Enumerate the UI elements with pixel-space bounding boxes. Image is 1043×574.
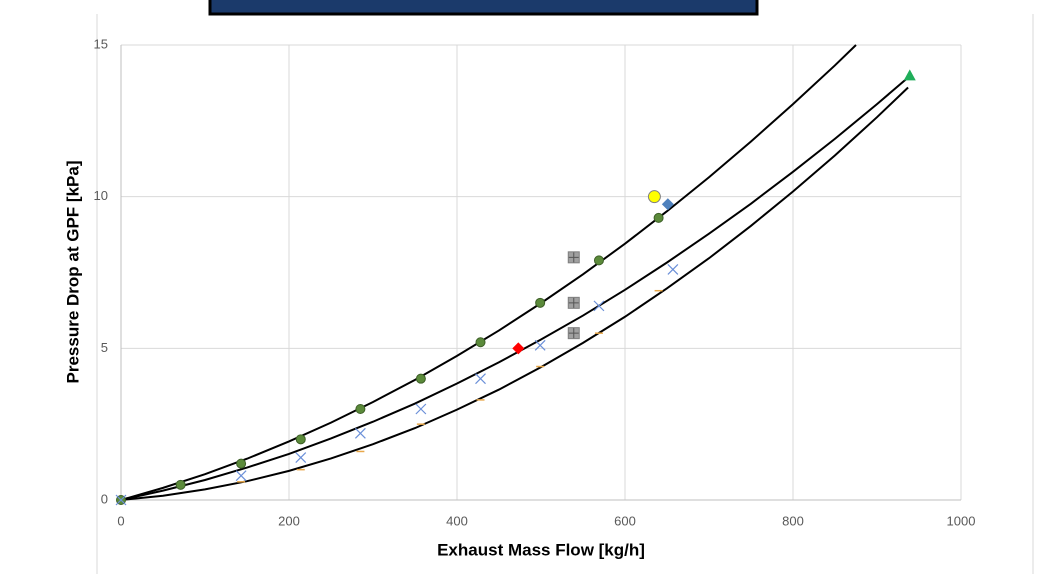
fit-curve [120, 74, 912, 501]
x-tick-label: 200 [278, 513, 300, 528]
data-point [512, 342, 525, 355]
marker-shape [568, 297, 579, 308]
marker-shape [175, 479, 186, 490]
marker-shape [354, 427, 366, 439]
marker-shape [512, 342, 525, 355]
marker-shape [534, 339, 546, 351]
x-tick-label: 1000 [947, 513, 976, 528]
marker-shape [236, 458, 247, 469]
data-point [295, 452, 307, 463]
data-point [647, 190, 661, 204]
data-point [653, 212, 664, 223]
data-point [175, 479, 186, 490]
x-tick-label: 600 [614, 513, 636, 528]
marker-shape [415, 403, 427, 415]
data-point [567, 251, 580, 264]
fit-curve [120, 86, 909, 501]
marker-shape [475, 337, 486, 348]
data-point [667, 264, 679, 275]
marker-shape [593, 300, 605, 312]
data-point [295, 434, 306, 445]
data-point [593, 300, 605, 312]
x-tick-label: 0 [117, 513, 124, 528]
y-axis-title: Pressure Drop at GPF [kPa] [63, 161, 82, 384]
data-point [354, 427, 366, 439]
marker-shape [667, 264, 679, 275]
data-point [903, 69, 916, 81]
data-point [534, 339, 546, 351]
marker-shape [235, 470, 247, 482]
data-point [535, 297, 546, 308]
data-point [235, 470, 247, 482]
x-tick-label: 400 [446, 513, 468, 528]
marker-shape [593, 255, 604, 266]
data-point [475, 337, 486, 348]
x-tick-label: 800 [782, 513, 804, 528]
data-point [567, 327, 580, 340]
y-tick-label: 15 [94, 36, 108, 51]
fit-curve [120, 44, 857, 501]
marker-shape [295, 434, 306, 445]
data-point [415, 373, 426, 384]
marker-shape [415, 373, 426, 384]
y-tick-label: 0 [101, 491, 108, 506]
data-point [115, 494, 127, 506]
data-point [236, 458, 247, 469]
y-tick-label: 5 [101, 340, 108, 355]
data-point [593, 255, 604, 266]
data-point [355, 404, 366, 414]
data-point [567, 296, 580, 309]
marker-shape [568, 252, 579, 263]
data-point [661, 198, 674, 211]
marker-shape [115, 494, 127, 506]
marker-shape [568, 328, 579, 339]
marker-shape [647, 190, 661, 204]
marker-shape [535, 297, 546, 308]
x-axis-title: Exhaust Mass Flow [kg/h] [437, 540, 645, 559]
marker-shape [295, 452, 307, 463]
y-tick-label: 10 [94, 188, 108, 203]
banner-image [208, 0, 759, 16]
data-point [475, 373, 486, 385]
marker-shape [903, 69, 916, 81]
data-point [415, 403, 427, 415]
marker-shape [475, 373, 486, 385]
marker-shape [355, 404, 366, 414]
marker-shape [653, 212, 664, 223]
marker-shape [661, 198, 674, 211]
